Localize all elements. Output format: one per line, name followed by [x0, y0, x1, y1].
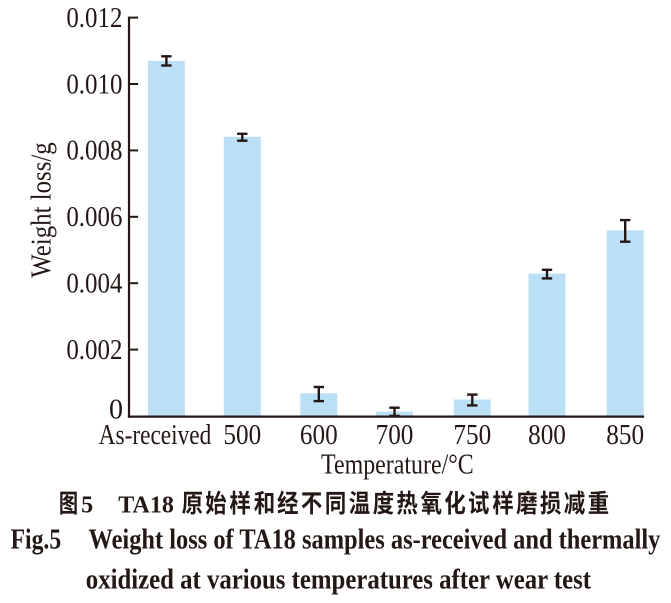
svg-text:0.002: 0.002: [66, 334, 122, 366]
svg-text:700: 700: [376, 419, 414, 451]
svg-text:500: 500: [223, 419, 261, 451]
svg-text:As-received: As-received: [99, 419, 212, 451]
svg-text:0: 0: [109, 395, 123, 426]
svg-text:5: 5: [81, 492, 93, 518]
svg-text:0.008: 0.008: [66, 134, 122, 166]
svg-text:Weight loss/g: Weight loss/g: [25, 142, 57, 277]
svg-text:0.012: 0.012: [66, 2, 122, 34]
svg-text:600: 600: [300, 419, 338, 451]
svg-text:0.010: 0.010: [66, 68, 122, 100]
svg-text:0.004: 0.004: [66, 267, 122, 299]
svg-text:Weight loss of TA18 samples as: Weight loss of TA18 samples as-received …: [89, 524, 661, 555]
svg-text:0.006: 0.006: [66, 201, 122, 233]
svg-text:800: 800: [528, 419, 566, 451]
svg-text:Fig.5: Fig.5: [11, 523, 62, 554]
svg-text:850: 850: [606, 419, 644, 451]
svg-text:750: 750: [453, 419, 491, 451]
svg-text:oxidized at various temperatur: oxidized at various temperatures after w…: [86, 563, 591, 595]
svg-text:TA18: TA18: [118, 492, 174, 518]
svg-text:Temperature/°C: Temperature/°C: [321, 449, 474, 480]
